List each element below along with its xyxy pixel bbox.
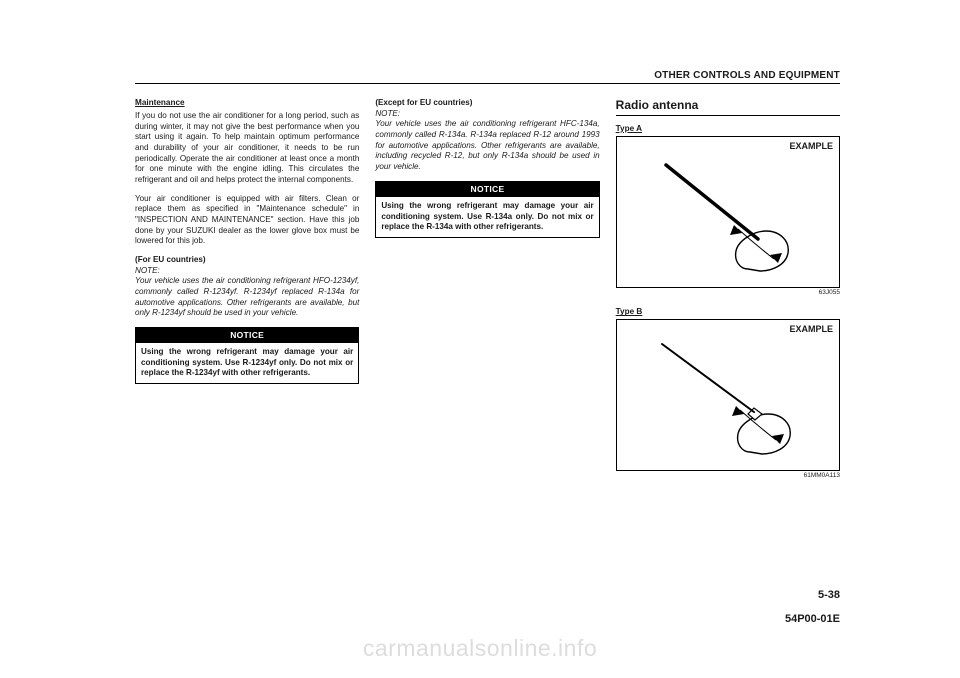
except-eu-heading: (Except for EU countries)	[375, 98, 472, 107]
antenna-a-icon	[638, 151, 818, 281]
antenna-b-base	[737, 414, 790, 454]
column-3: Radio antenna Type A EXAMPLE 63J055 Type…	[616, 98, 840, 491]
notice-1-body: Using the wrong refrigerant may damage y…	[136, 343, 358, 383]
page-content: OTHER CONTROLS AND EQUIPMENT Maintenance…	[135, 70, 840, 625]
type-b-label: Type B	[616, 307, 840, 318]
note-label-1: NOTE:	[135, 266, 160, 275]
maintenance-paragraph-2: Your air conditioner is equipped with ai…	[135, 194, 359, 247]
antenna-b-arrow-1	[732, 406, 744, 416]
radio-antenna-heading: Radio antenna	[616, 98, 840, 116]
antenna-a-rod	[666, 165, 758, 239]
column-2: (Except for EU countries) NOTE: Your veh…	[375, 98, 599, 491]
notice-box-1: NOTICE Using the wrong refrigerant may d…	[135, 327, 359, 384]
figure-type-a: EXAMPLE	[616, 136, 840, 288]
figure-a-id: 63J055	[616, 289, 840, 298]
notice-2-body: Using the wrong refrigerant may damage y…	[376, 197, 598, 237]
notice-2-heading: NOTICE	[376, 182, 598, 197]
eu-heading: (For EU countries)	[135, 255, 206, 264]
page-number: 5-38	[818, 589, 840, 601]
document-id: 54P00-01E	[785, 613, 840, 625]
figure-b-id: 61MM0A113	[616, 472, 840, 481]
eu-note-text: Your vehicle uses the air conditioning r…	[135, 276, 359, 319]
antenna-a-base	[735, 231, 788, 271]
figure-type-b: EXAMPLE	[616, 319, 840, 471]
section-title: OTHER CONTROLS AND EQUIPMENT	[135, 70, 840, 83]
eu-block: (For EU countries) NOTE: Your vehicle us…	[135, 255, 359, 319]
type-a-label: Type A	[616, 124, 840, 135]
except-eu-note-text: Your vehicle uses the air conditioning r…	[375, 119, 599, 172]
watermark-text: carmanualsonline.info	[363, 635, 597, 662]
text-columns: Maintenance If you do not use the air co…	[135, 98, 840, 491]
header-rule	[135, 83, 840, 84]
antenna-b-rod	[662, 344, 754, 412]
notice-box-2: NOTICE Using the wrong refrigerant may d…	[375, 181, 599, 238]
maintenance-paragraph-1: If you do not use the air conditioner fo…	[135, 111, 359, 186]
note-label-2: NOTE:	[375, 109, 400, 118]
antenna-b-icon	[638, 334, 818, 464]
notice-1-heading: NOTICE	[136, 328, 358, 343]
column-1: Maintenance If you do not use the air co…	[135, 98, 359, 491]
maintenance-heading: Maintenance	[135, 98, 359, 109]
